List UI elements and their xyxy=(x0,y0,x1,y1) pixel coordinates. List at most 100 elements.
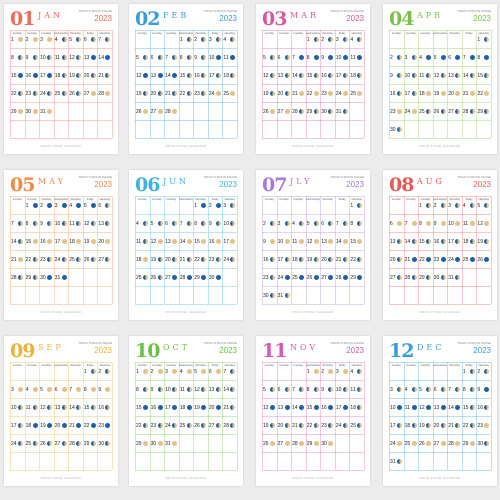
grid-row-line xyxy=(135,120,237,121)
moon-phase-icon xyxy=(342,369,348,374)
moon-phase-icon xyxy=(32,257,38,262)
grid-col-line xyxy=(291,30,293,138)
month-number: 05 xyxy=(10,174,35,196)
weekday-header: monday xyxy=(278,363,289,367)
moon-phase-icon xyxy=(105,423,111,428)
moon-phase-icon xyxy=(215,55,221,60)
moon-phase-icon xyxy=(201,387,207,392)
moon-phase-icon xyxy=(342,91,348,96)
day-number: 21 xyxy=(448,423,454,429)
grid-row-line xyxy=(389,398,491,399)
weekday-header: wednesday xyxy=(178,363,194,367)
day-number: 21 xyxy=(179,257,186,263)
day-number: 8 xyxy=(25,221,29,227)
weekday-header: sunday xyxy=(137,363,147,367)
moon-phase-icon xyxy=(90,369,96,374)
grid-col-line xyxy=(320,362,322,470)
day-number: 13 xyxy=(165,239,171,245)
day-number: 14 xyxy=(98,55,104,61)
grid-col-line xyxy=(461,196,463,304)
grid-col-line xyxy=(178,362,180,470)
day-number: 17 xyxy=(335,405,342,411)
day-number: 7 xyxy=(69,387,73,393)
moon-phase-icon xyxy=(105,73,111,78)
day-number: 8 xyxy=(306,55,310,61)
day-number: 6 xyxy=(208,369,212,375)
day-number: 3 xyxy=(54,203,58,209)
moon-phase-icon xyxy=(357,369,363,374)
moon-phase-icon xyxy=(143,91,148,96)
grid-col-line xyxy=(207,362,209,470)
moon-phase-icon xyxy=(201,257,207,262)
day-number: 22 xyxy=(462,423,469,429)
day-number: 1 xyxy=(136,369,139,375)
grid-col-line xyxy=(389,362,390,470)
moon-phase-icon xyxy=(357,91,363,96)
month-number: 04 xyxy=(389,8,414,30)
moon-phase-icon xyxy=(230,221,236,226)
day-number: 8 xyxy=(462,387,466,393)
day-number: 30 xyxy=(321,441,327,447)
moon-phase-icon xyxy=(397,73,402,78)
grid-row-line xyxy=(262,268,364,269)
moon-phase-icon xyxy=(215,73,221,78)
moon-phase-icon xyxy=(357,405,363,410)
moon-phase-icon xyxy=(342,55,348,60)
day-number: 23 xyxy=(208,257,215,263)
calendar-page-oct: 10 OCT TODAY'S MOON PHASE 2023 sunday monday t… xyxy=(129,336,243,486)
moon-phase-icon xyxy=(186,91,192,96)
page-footer: MOON PHASE CALENDAR xyxy=(40,311,82,314)
moon-phase-icon xyxy=(411,91,417,96)
grid-col-line xyxy=(364,196,365,304)
moon-phase-icon xyxy=(61,275,67,280)
grid-col-line xyxy=(334,196,336,304)
weekday-header: saturday xyxy=(478,197,490,201)
day-number: 6 xyxy=(150,55,154,61)
moon-phase-icon xyxy=(284,109,290,114)
weekday-header: thursday xyxy=(195,31,206,35)
grid-row-line xyxy=(262,362,364,363)
moon-phase-icon xyxy=(426,239,432,244)
grid-row-line xyxy=(262,304,364,305)
moon-phase-icon xyxy=(105,91,111,96)
weekday-header: tuesday xyxy=(166,197,177,201)
day-number: 9 xyxy=(40,221,43,227)
day-number: 16 xyxy=(98,405,104,411)
moon-phase-icon xyxy=(469,203,475,208)
moon-phase-icon xyxy=(270,405,275,410)
day-number: 31 xyxy=(40,109,46,115)
year-label: 2023 xyxy=(473,14,491,23)
day-number: 18 xyxy=(69,239,75,245)
day-number: 23 xyxy=(150,423,157,429)
day-number: 6 xyxy=(54,387,58,393)
grid-col-line xyxy=(164,362,166,470)
month-grid: sunday monday tuesday wednesday thursday frid… xyxy=(10,196,113,305)
moon-phase-icon xyxy=(47,423,53,428)
moon-phase-icon xyxy=(284,55,290,60)
day-number: 28 xyxy=(404,275,411,281)
day-number: 20 xyxy=(448,91,454,97)
moon-phase-icon xyxy=(186,405,192,410)
weekday-header: friday xyxy=(465,197,473,201)
day-number: 23 xyxy=(321,423,327,429)
weekday-header: monday xyxy=(151,197,162,201)
day-number: 5 xyxy=(150,221,154,227)
grid-row-line xyxy=(262,84,364,85)
day-number: 1 xyxy=(477,37,481,43)
grid-row-line xyxy=(135,304,237,305)
grid-row-line xyxy=(135,48,237,49)
weekday-header: thursday xyxy=(195,363,206,367)
moon-phase-icon xyxy=(484,109,490,114)
moon-phase-icon xyxy=(105,369,111,374)
day-number: 31 xyxy=(448,275,454,281)
grid-row-line xyxy=(262,102,364,103)
grid-col-line xyxy=(207,30,209,138)
moon-phase-icon xyxy=(215,387,221,392)
day-number: 28 xyxy=(179,275,186,281)
day-number: 29 xyxy=(477,109,483,115)
moon-phase-icon xyxy=(342,405,348,410)
moon-phase-icon xyxy=(157,109,163,114)
day-number: 13 xyxy=(277,73,284,79)
page-footer: MOON PHASE CALENDAR xyxy=(419,311,461,314)
calendar-page-feb: 02 FEB TODAY'S MOON PHASE 2023 sunday monday t… xyxy=(129,4,243,154)
